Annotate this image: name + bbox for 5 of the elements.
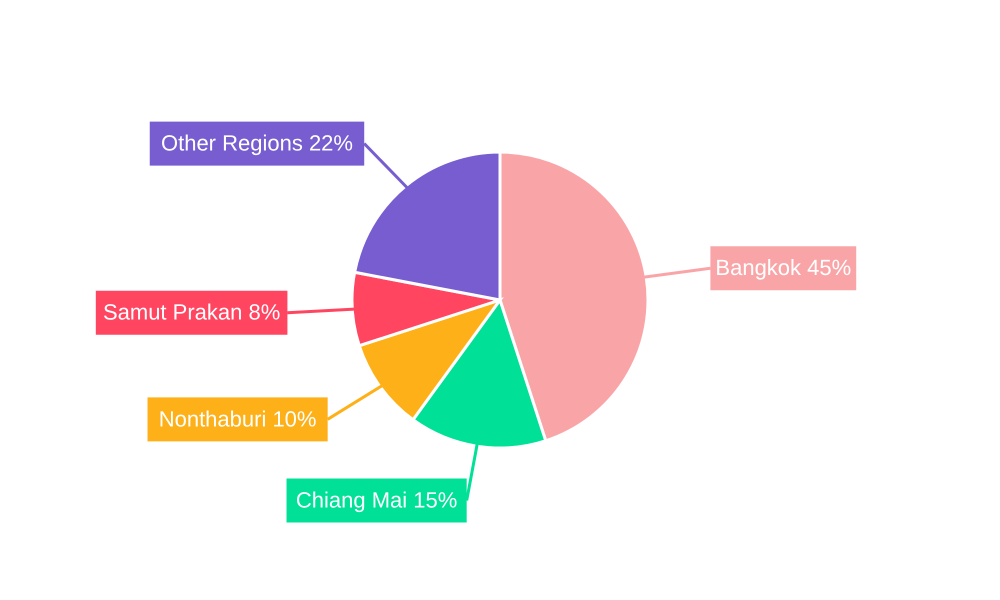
slice-label: Bangkok 45% (715, 255, 852, 280)
slice-label: Other Regions 22% (160, 130, 353, 156)
slice-label: Chiang Mai 15% (296, 488, 458, 512)
slice-label: Nonthaburi 10% (158, 406, 316, 432)
slice-label: Samut Prakan 8% (102, 300, 280, 325)
